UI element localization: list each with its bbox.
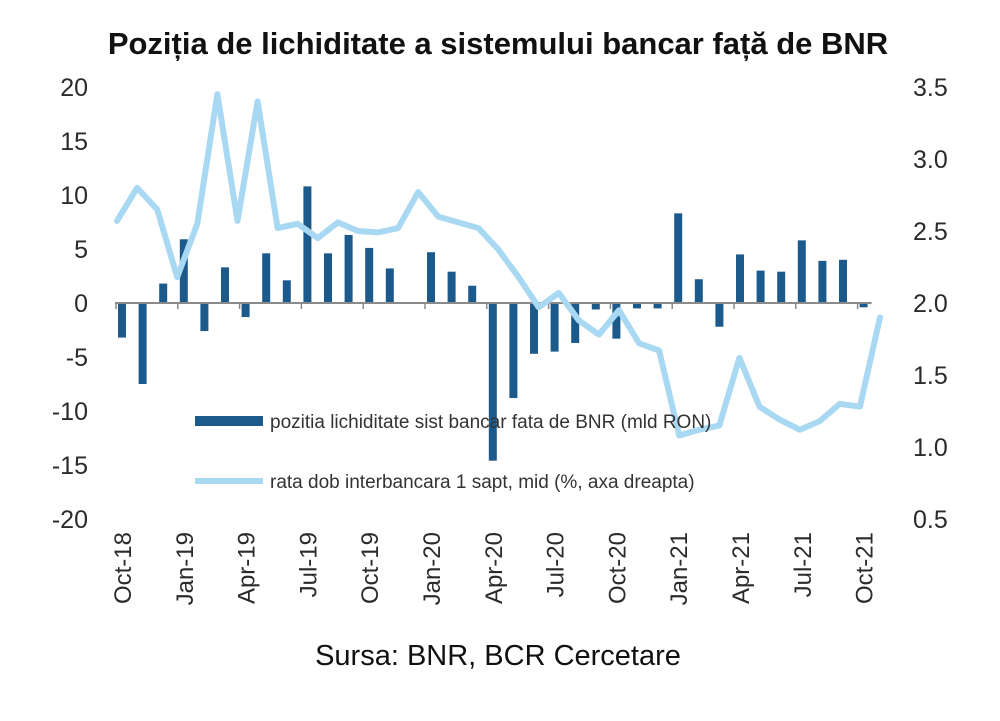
chart-title: Poziția de lichiditate a sistemului banc… bbox=[108, 26, 888, 61]
x-axis-tick-label: Oct-20 bbox=[604, 532, 631, 604]
right-axis-tick-label: 2.0 bbox=[913, 290, 948, 318]
legend-item-rate: rata dob interbancara 1 sapt, mid (%, ax… bbox=[195, 472, 695, 493]
x-axis-tick-label: Apr-21 bbox=[728, 532, 755, 604]
left-axis-tick-label: -15 bbox=[52, 452, 88, 480]
interbank-rate-line bbox=[114, 91, 883, 439]
bar bbox=[674, 213, 683, 303]
right-axis-tick-label: 1.0 bbox=[913, 434, 948, 462]
x-axis-tick-label: Jan-19 bbox=[172, 532, 199, 605]
bar bbox=[118, 303, 126, 338]
x-axis-tick-label: Oct-18 bbox=[110, 532, 137, 604]
x-axis-tick-label: Jan-20 bbox=[419, 532, 446, 605]
bar bbox=[221, 267, 229, 303]
bar bbox=[715, 303, 724, 327]
right-axis-tick-label: 1.5 bbox=[913, 362, 948, 390]
bar bbox=[859, 303, 868, 308]
bar bbox=[468, 285, 477, 303]
bar bbox=[262, 253, 271, 303]
bar bbox=[756, 270, 765, 303]
bar bbox=[633, 303, 641, 309]
left-axis-tick-label: -10 bbox=[52, 398, 88, 426]
bar bbox=[324, 253, 332, 303]
bar bbox=[365, 247, 374, 303]
bar bbox=[571, 303, 580, 343]
bar bbox=[200, 303, 209, 332]
bar bbox=[447, 271, 456, 303]
bar bbox=[530, 303, 538, 354]
right-axis-tick-label: 2.5 bbox=[913, 218, 948, 246]
left-axis-tick-label: 0 bbox=[74, 290, 88, 318]
left-axis-tick-label: 10 bbox=[60, 182, 88, 210]
bar bbox=[612, 303, 621, 339]
bar bbox=[241, 303, 250, 318]
bar bbox=[488, 303, 497, 461]
left-axis-ticks: 20 15 10 5 0 -5 -10 -15 -20 bbox=[52, 74, 88, 534]
left-axis-tick-label: 5 bbox=[74, 236, 88, 264]
bar bbox=[303, 186, 312, 303]
right-axis-tick-label: 3.0 bbox=[913, 146, 948, 174]
bar bbox=[385, 268, 394, 303]
legend-swatch-line bbox=[195, 478, 263, 484]
x-axis-tick-label: Apr-20 bbox=[481, 532, 508, 604]
chart-source: Sursa: BNR, BCR Cercetare bbox=[315, 640, 681, 672]
bar bbox=[550, 303, 559, 352]
x-axis-tick-marks bbox=[115, 303, 859, 309]
x-axis-tick-label: Jul-21 bbox=[790, 532, 817, 597]
legend-swatch-bar bbox=[195, 416, 263, 426]
bar bbox=[591, 303, 600, 310]
legend-label-liquidity: pozitia lichiditate sist bancar fata de … bbox=[270, 412, 711, 433]
right-axis-tick-label: 3.5 bbox=[913, 74, 948, 102]
right-axis-tick-label: 0.5 bbox=[913, 506, 948, 534]
x-axis-tick-label: Jan-21 bbox=[666, 532, 693, 605]
left-axis-tick-label: -20 bbox=[52, 506, 88, 534]
bar bbox=[159, 283, 168, 303]
bar bbox=[818, 260, 827, 303]
bar bbox=[138, 303, 147, 384]
x-axis-tick-label: Apr-19 bbox=[234, 532, 261, 604]
legend: pozitia lichiditate sist bancar fata de … bbox=[195, 412, 711, 493]
bar bbox=[736, 254, 744, 303]
bar-series bbox=[118, 186, 868, 461]
bar bbox=[839, 259, 847, 303]
legend-label-rate: rata dob interbancara 1 sapt, mid (%, ax… bbox=[270, 472, 695, 493]
x-axis-tick-label: Jul-19 bbox=[295, 532, 322, 597]
bar bbox=[694, 279, 703, 303]
x-axis-tick-label: Jul-20 bbox=[543, 532, 570, 597]
bar bbox=[777, 271, 786, 303]
legend-item-liquidity: pozitia lichiditate sist bancar fata de … bbox=[195, 412, 711, 433]
right-axis-ticks: 3.5 3.0 2.5 2.0 1.5 1.0 0.5 bbox=[913, 74, 948, 534]
x-axis-tick-labels: Oct-18 Jan-19 Apr-19 Jul-19 Oct-19 Jan-20 Apr-… bbox=[110, 532, 879, 605]
bar bbox=[344, 234, 353, 303]
left-axis-tick-label: -5 bbox=[66, 344, 88, 372]
bar bbox=[653, 303, 662, 309]
bar bbox=[427, 252, 435, 303]
x-axis-tick-label: Oct-19 bbox=[357, 532, 384, 604]
x-axis-tick-label: Oct-21 bbox=[852, 532, 879, 604]
bar bbox=[282, 280, 291, 303]
bar bbox=[509, 303, 518, 399]
bar bbox=[179, 239, 188, 303]
bar bbox=[797, 240, 806, 303]
left-axis-tick-label: 15 bbox=[60, 128, 88, 156]
left-axis-tick-label: 20 bbox=[60, 74, 88, 102]
